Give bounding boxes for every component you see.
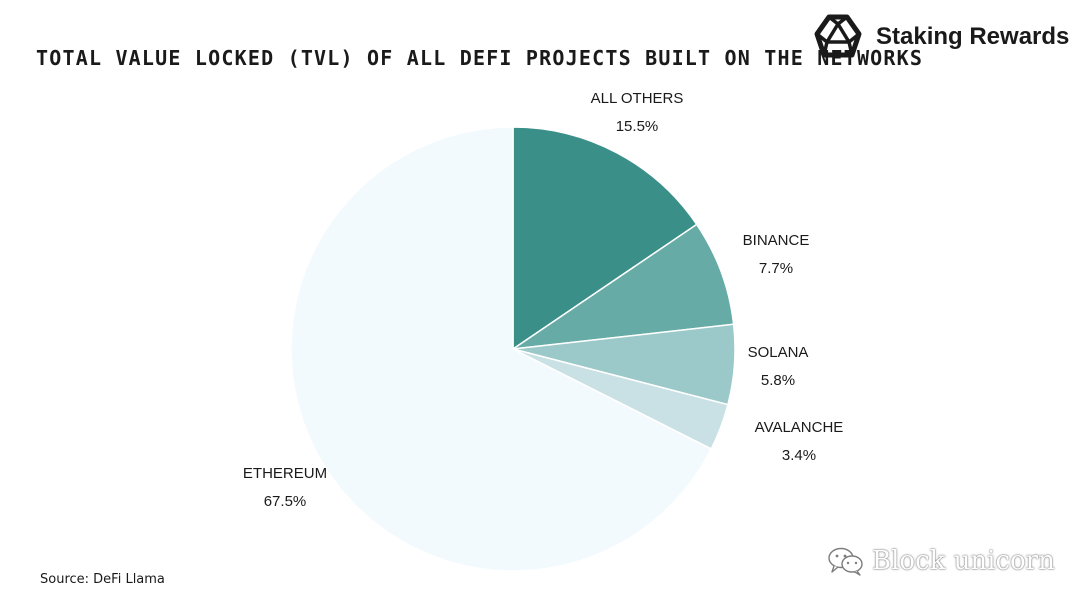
slice-label: ALL OTHERS bbox=[591, 90, 684, 107]
polyhedron-logo-icon bbox=[814, 14, 862, 58]
source-note: Source: DeFi Llama bbox=[40, 572, 165, 587]
slice-value-label: 67.5% bbox=[264, 493, 307, 510]
slice-value-label: 15.5% bbox=[616, 118, 659, 135]
brand-header: Staking Rewards bbox=[814, 14, 1069, 60]
slice-label: BINANCE bbox=[743, 232, 810, 249]
slice-label: AVALANCHE bbox=[755, 419, 844, 436]
wechat-icon bbox=[828, 547, 863, 576]
pie-slice-ethereum bbox=[290, 126, 713, 572]
slice-label: ETHEREUM bbox=[243, 465, 327, 482]
slice-value-label: 7.7% bbox=[759, 260, 793, 277]
pie-slice-binance bbox=[512, 223, 735, 350]
chart-title: TOTAL VALUE LOCKED (TVL) OF ALL DEFI PRO… bbox=[36, 46, 924, 70]
slice-label: SOLANA bbox=[748, 344, 809, 361]
slice-value-label: 5.8% bbox=[761, 372, 795, 389]
watermark: Block unicorn bbox=[826, 546, 1055, 576]
slice-value-label: 3.4% bbox=[782, 447, 816, 464]
brand-name: Staking Rewards bbox=[876, 23, 1070, 50]
pie-slice-all-others bbox=[512, 126, 698, 351]
watermark-text: Block unicorn bbox=[872, 546, 1055, 576]
